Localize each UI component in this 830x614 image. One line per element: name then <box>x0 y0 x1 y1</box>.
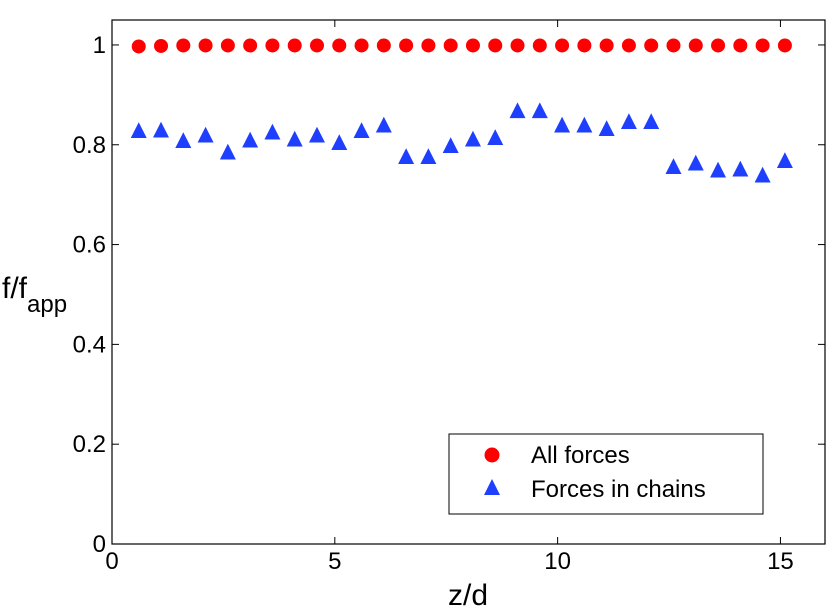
data-point <box>309 38 324 53</box>
y-tick-label: 0 <box>93 531 106 558</box>
data-point <box>399 38 414 53</box>
x-axis-label: z/d <box>448 579 488 612</box>
data-point <box>398 148 415 164</box>
data-point <box>197 126 214 143</box>
x-tick-label: 10 <box>544 548 571 575</box>
data-point <box>688 38 703 53</box>
data-point <box>175 132 192 149</box>
series-all-forces <box>131 38 792 54</box>
y-axis-label-subscript: app <box>27 291 67 318</box>
data-point <box>598 120 615 137</box>
data-point <box>154 38 169 53</box>
data-point <box>130 122 147 139</box>
data-point <box>509 102 526 119</box>
data-point <box>443 38 458 53</box>
x-tick-label: 0 <box>105 548 118 575</box>
data-point <box>488 38 503 53</box>
data-point <box>354 38 369 53</box>
series-forces-in-chains <box>130 102 793 183</box>
data-point <box>621 38 636 53</box>
data-point <box>176 38 191 53</box>
data-point <box>287 38 302 53</box>
y-tick-label: 1 <box>93 32 106 59</box>
data-point <box>242 131 259 148</box>
data-point <box>732 160 749 177</box>
data-point <box>442 137 459 154</box>
data-point <box>420 148 437 164</box>
legend-marker-all-forces <box>484 447 500 463</box>
data-point <box>510 38 525 53</box>
data-point <box>710 161 727 178</box>
series-layer <box>130 38 793 183</box>
data-point <box>711 38 726 53</box>
data-point <box>220 38 235 53</box>
data-point <box>286 130 303 147</box>
y-tick-label: 0.2 <box>73 431 106 458</box>
y-tick-label: 0.8 <box>73 132 106 159</box>
y-tick-label: 0.4 <box>73 331 106 358</box>
data-point <box>464 130 481 147</box>
data-point <box>576 116 593 133</box>
data-point <box>665 158 682 174</box>
data-point <box>620 113 637 130</box>
data-point <box>643 113 660 130</box>
data-point <box>375 116 392 133</box>
data-point <box>487 129 504 146</box>
legend: All forces Forces in chains <box>448 433 764 515</box>
data-point <box>421 38 436 53</box>
y-tick-label: 0.6 <box>73 232 106 259</box>
data-point <box>331 134 348 151</box>
data-point <box>532 38 547 53</box>
data-point <box>555 38 570 53</box>
x-tick-label: 15 <box>767 548 794 575</box>
data-point <box>666 38 681 53</box>
data-point <box>687 154 704 171</box>
data-point <box>308 126 325 143</box>
data-point <box>776 152 793 168</box>
legend-label-forces-in-chains: Forces in chains <box>531 476 706 503</box>
data-point <box>777 38 792 53</box>
data-point <box>754 166 771 183</box>
data-point <box>264 123 281 140</box>
data-point <box>332 38 347 53</box>
data-point <box>265 38 280 53</box>
data-point <box>577 38 592 53</box>
data-point <box>153 121 170 138</box>
data-point <box>554 116 571 133</box>
legend-box <box>448 433 764 515</box>
x-axis: 0 5 10 15 <box>105 20 794 575</box>
data-point <box>131 39 146 54</box>
data-point <box>243 38 258 53</box>
data-point <box>376 38 391 53</box>
data-point <box>531 102 548 119</box>
legend-marker-forces-in-chains <box>484 479 500 495</box>
legend-label-all-forces: All forces <box>531 442 630 469</box>
data-point <box>733 38 748 53</box>
data-point <box>465 38 480 53</box>
x-tick-label: 5 <box>328 548 341 575</box>
data-point <box>644 38 659 53</box>
y-axis-label-main: f/f <box>2 272 28 305</box>
y-axis: 0 0.2 0.4 0.6 0.8 1 <box>73 32 825 558</box>
data-point <box>353 122 370 139</box>
data-point <box>599 38 614 53</box>
data-point <box>219 143 236 160</box>
data-point <box>198 38 213 53</box>
data-point <box>755 38 770 53</box>
y-axis-label: f/fapp <box>2 272 67 318</box>
